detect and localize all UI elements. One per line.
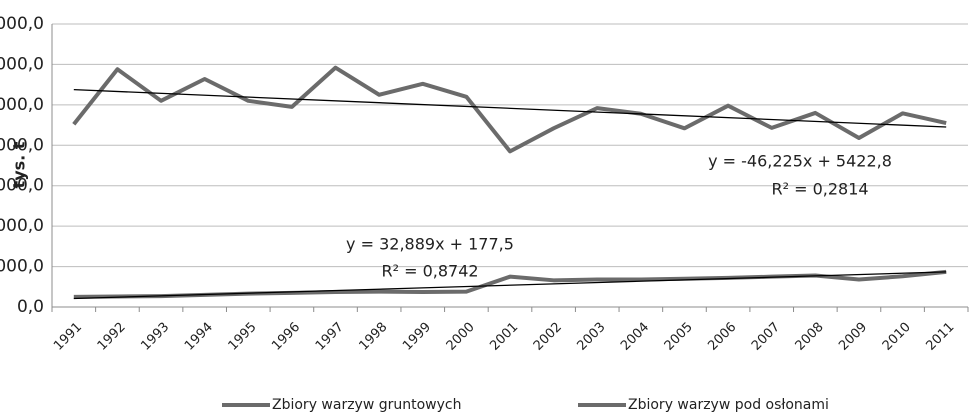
x-tick-label: 1999 (400, 320, 434, 354)
x-tick-label: 2004 (618, 320, 652, 354)
y-tick-label: 5 000,0 (0, 95, 44, 115)
trend-equation: y = -46,225x + 5422,8 (708, 152, 892, 171)
y-axis-label: tys. t (10, 141, 29, 188)
x-tick-label: 1993 (138, 320, 172, 354)
y-tick-label: 1 000,0 (0, 257, 44, 277)
trendline (73, 271, 947, 300)
y-tick-label: 0,0 (17, 297, 44, 317)
series-line (72, 65, 947, 154)
trendline (73, 88, 947, 128)
x-tick-label: 1998 (356, 320, 390, 354)
x-tick-label: 2000 (444, 320, 478, 354)
x-tick-label: 2009 (836, 320, 870, 354)
y-tick-label: 4 000,0 (0, 135, 44, 155)
trend-r2: R² = 0,8742 (381, 262, 478, 281)
trend-equation: y = 32,889x + 177,5 (346, 235, 514, 254)
x-tick-label: 1995 (226, 320, 260, 354)
y-tick-label: 6 000,0 (0, 54, 44, 74)
trend-r2: R² = 0,2814 (771, 180, 868, 199)
x-tick-label: 1996 (269, 320, 303, 354)
x-tick-label: 2007 (749, 320, 783, 354)
x-tick-label: 2001 (487, 320, 521, 354)
legend-label: Zbiory warzyw pod osłonami (628, 397, 829, 413)
y-tick-label: 2 000,0 (0, 216, 44, 236)
legend-label: Zbiory warzyw gruntowych (272, 397, 462, 413)
y-tick-label: 7 000,0 (0, 14, 44, 34)
x-tick-label: 1991 (51, 320, 85, 354)
x-tick-label: 2011 (923, 320, 957, 354)
x-tick-label: 2010 (880, 320, 914, 354)
x-tick-label: 1997 (313, 320, 347, 354)
x-tick-label: 1994 (182, 320, 216, 354)
y-tick-label: 3 000,0 (0, 176, 44, 196)
x-tick-label: 2005 (662, 320, 696, 354)
x-tick-label: 2003 (575, 320, 609, 354)
x-tick-label: 1992 (95, 320, 129, 354)
x-tick-label: 2006 (705, 320, 739, 354)
x-tick-label: 2002 (531, 320, 565, 354)
x-tick-label: 2008 (793, 320, 827, 354)
